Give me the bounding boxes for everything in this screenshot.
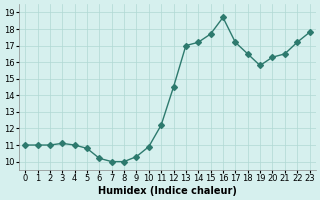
- X-axis label: Humidex (Indice chaleur): Humidex (Indice chaleur): [98, 186, 237, 196]
